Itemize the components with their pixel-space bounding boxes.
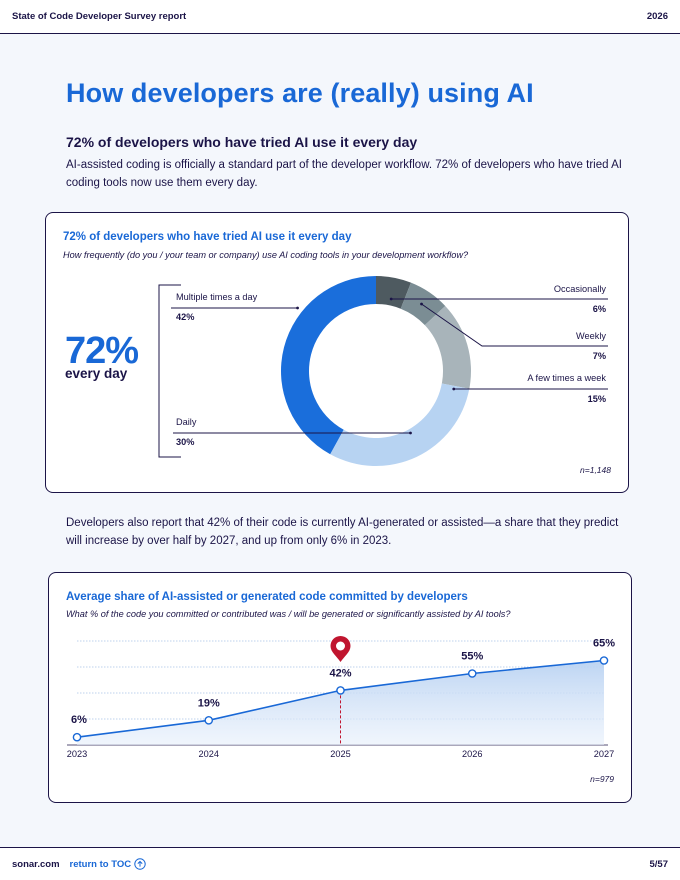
donut-value-occasionally: 6% xyxy=(592,304,606,314)
page-subtitle: 72% of developers who have tried AI use … xyxy=(66,134,418,150)
donut-value-few-times-week: 15% xyxy=(587,394,606,404)
map-pin-icon xyxy=(330,636,351,662)
highlight-label: every day xyxy=(65,366,128,381)
leader-dot-occasionally xyxy=(389,297,393,301)
data-point-2023 xyxy=(72,732,82,742)
donut-label-daily: Daily xyxy=(176,417,197,427)
donut-value-multiple: 42% xyxy=(176,312,195,322)
brand-link[interactable]: sonar.com xyxy=(12,858,60,870)
data-point-2027 xyxy=(599,656,609,665)
x-tick-label-2024: 2024 xyxy=(199,749,219,759)
donut-slice-few-times-week xyxy=(424,305,471,389)
donut-slice-multiple xyxy=(281,276,376,455)
value-label-2023: 6% xyxy=(71,714,87,726)
return-to-toc-link[interactable]: return to TOC xyxy=(70,858,147,870)
footer: sonar.com return to TOC 5/57 xyxy=(0,847,680,880)
donut-label-occasionally: Occasionally xyxy=(553,284,606,294)
donut-value-daily: 30% xyxy=(176,437,195,447)
arrow-up-circle-icon xyxy=(134,858,146,870)
donut-card-title: 72% of developers who have tried AI use … xyxy=(63,231,352,243)
toc-label: return to TOC xyxy=(69,858,132,870)
value-label-2025: 42% xyxy=(329,667,351,679)
leader-line-weekly xyxy=(421,303,608,347)
donut-sample-size: n=1,148 xyxy=(580,465,611,475)
highlight-percent: 72% xyxy=(65,330,139,372)
line-card-title: Average share of AI-assisted or generate… xyxy=(66,591,468,603)
donut-card-question: How frequently (do you / your team or co… xyxy=(63,250,469,260)
data-point-2024 xyxy=(204,716,214,725)
donut-label-few-times-week: A few times a week xyxy=(527,373,606,383)
line-card-question: What % of the code you committed or cont… xyxy=(66,609,511,619)
value-label-2027: 65% xyxy=(593,638,615,650)
leader-dot-few-times-week xyxy=(452,387,456,391)
leader-dot-daily xyxy=(409,431,412,435)
donut-value-weekly: 7% xyxy=(592,351,606,361)
top-bar: State of Code Developer Survey report 20… xyxy=(0,0,680,34)
leader-dot-multiple xyxy=(296,306,299,310)
page-number: 5/57 xyxy=(649,858,669,870)
intro-paragraph: AI-assisted coding is officially a stand… xyxy=(66,159,622,189)
x-tick-label-2025: 2025 xyxy=(330,749,350,759)
value-label-2024: 19% xyxy=(198,697,220,709)
data-point-2025 xyxy=(336,686,345,695)
x-tick-label-2023: 2023 xyxy=(67,749,87,759)
donut-slice-daily xyxy=(330,383,470,466)
report-title: State of Code Developer Survey report xyxy=(12,11,187,22)
donut-label-weekly: Weekly xyxy=(576,331,606,341)
middle-paragraph: Developers also report that 42% of their… xyxy=(66,517,619,547)
donut-label-multiple: Multiple times a day xyxy=(176,292,258,302)
daily-bracket xyxy=(158,284,181,458)
donut-slice-occasionally xyxy=(376,276,411,309)
line-sample-size: n=979 xyxy=(590,774,614,784)
x-tick-label-2027: 2027 xyxy=(594,749,614,759)
x-tick-label-2026: 2026 xyxy=(462,749,482,759)
donut-slice-weekly xyxy=(400,282,446,326)
value-label-2026: 55% xyxy=(461,651,483,663)
page-title: How developers are (really) using AI xyxy=(66,78,534,108)
report-year: 2026 xyxy=(646,11,668,22)
leader-dot-weekly xyxy=(420,302,423,306)
data-point-2026 xyxy=(467,669,477,678)
